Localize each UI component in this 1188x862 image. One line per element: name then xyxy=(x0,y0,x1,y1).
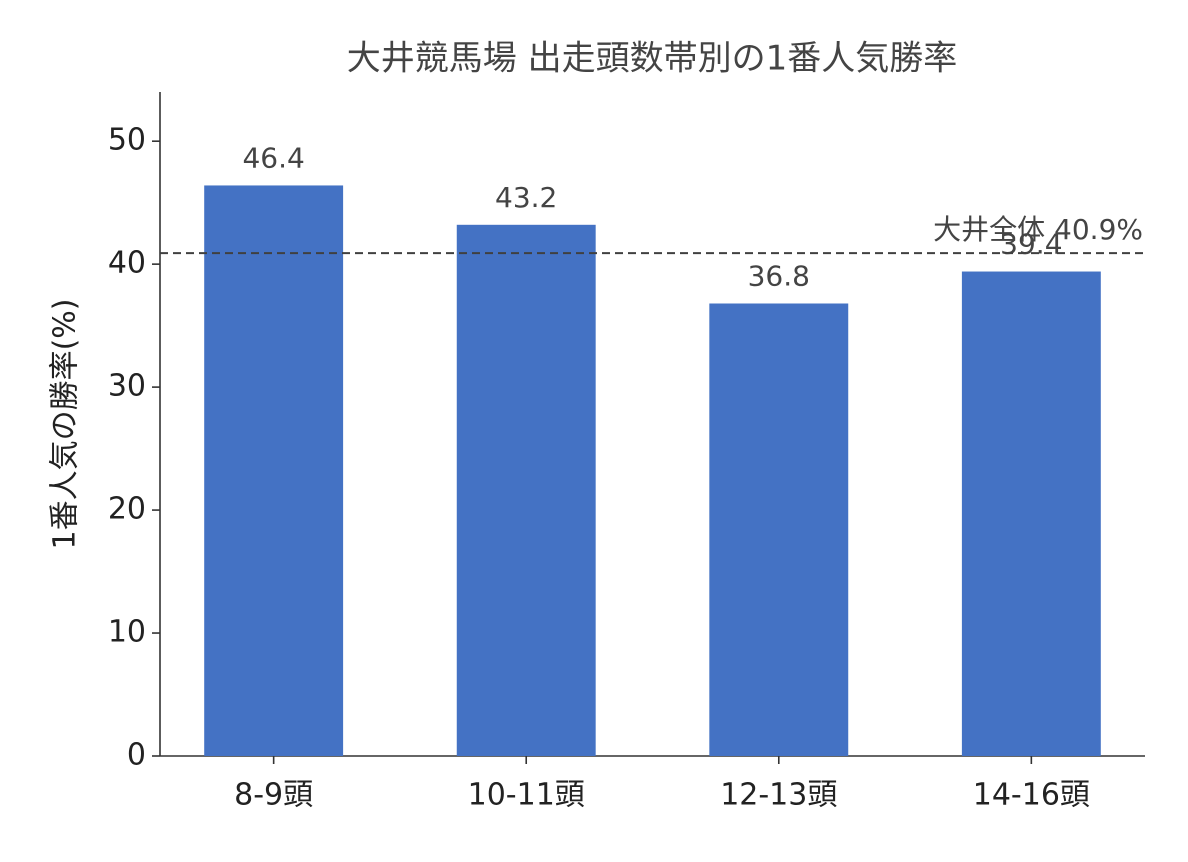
bar xyxy=(204,185,344,757)
x-tick-label: 14-16頭 xyxy=(973,778,1090,813)
x-tick-label: 12-13頭 xyxy=(720,778,837,813)
bar xyxy=(961,271,1101,756)
y-axis-label: 1番人気の勝率(%) xyxy=(48,298,83,549)
y-tick-label: 10 xyxy=(108,615,146,650)
x-tick-label: 10-11頭 xyxy=(468,778,585,813)
value-label: 43.2 xyxy=(495,181,557,214)
value-label: 39.4 xyxy=(1000,228,1062,261)
y-tick-label: 40 xyxy=(108,246,146,281)
chart-title: 大井競馬場 出走頭数帯別の1番人気勝率 xyxy=(347,39,957,79)
y-tick-label: 30 xyxy=(108,369,146,404)
bar xyxy=(709,303,849,756)
bar xyxy=(456,224,596,757)
reference-label: 大井全体 40.9% xyxy=(933,213,1143,246)
y-tick-label: 0 xyxy=(127,738,146,773)
y-tick-label: 20 xyxy=(108,492,146,527)
value-label: 36.8 xyxy=(748,259,810,292)
value-label: 46.4 xyxy=(242,141,304,174)
x-tick-label: 8-9頭 xyxy=(234,778,313,813)
y-tick-label: 50 xyxy=(108,123,146,158)
